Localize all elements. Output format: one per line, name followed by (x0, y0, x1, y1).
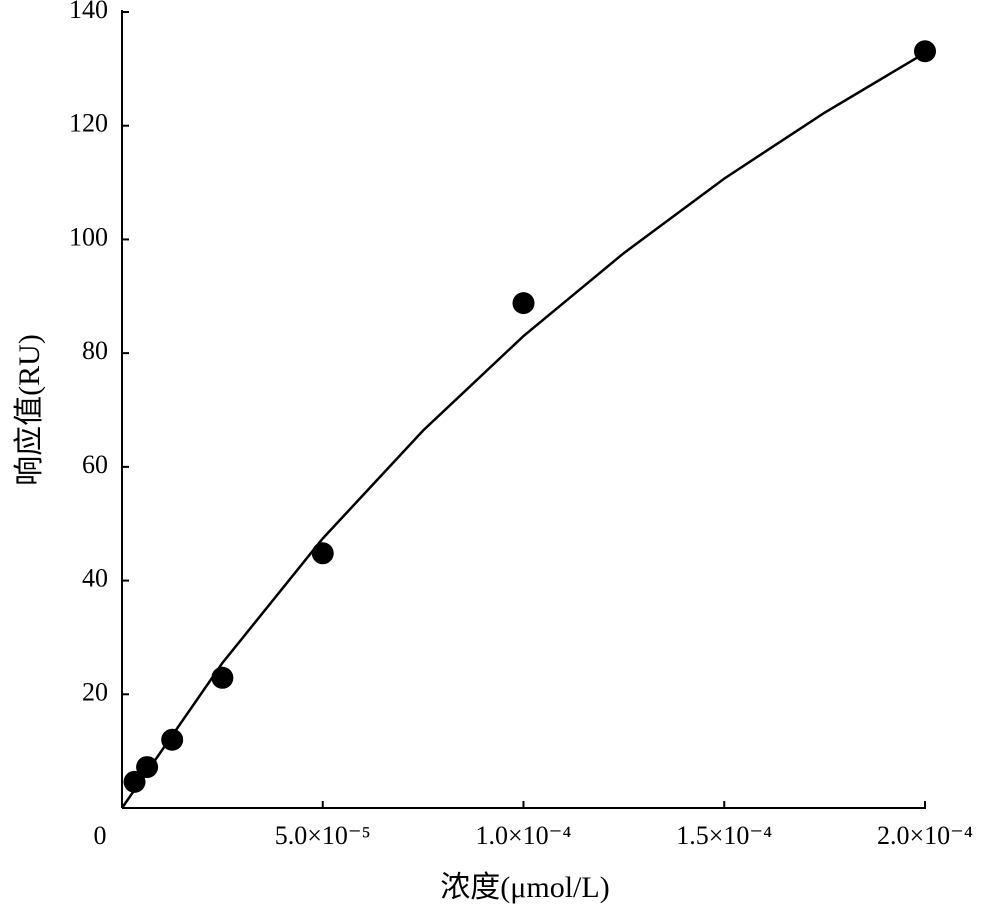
data-point (311, 542, 334, 565)
data-point (914, 40, 936, 63)
x-tick-label: 2.0×10⁻⁴ (877, 821, 973, 850)
data-point (123, 770, 146, 793)
x-axis-label: 浓度(μmol/L) (440, 871, 609, 904)
x-tick-label: 1.0×10⁻⁴ (476, 821, 572, 850)
y-tick-label: 80 (82, 336, 108, 365)
x-tick-label: 1.5×10⁻⁴ (676, 821, 772, 850)
y-tick-label: 120 (69, 109, 108, 138)
data-point (161, 728, 184, 751)
y-tick-label: 20 (82, 677, 108, 706)
y-axis-label: 响应值(RU) (13, 334, 46, 486)
fit-curve (120, 51, 926, 809)
y-tick-label: 60 (82, 450, 108, 479)
data-point (136, 756, 159, 779)
x-tick-label: 5.0×10⁻⁵ (275, 821, 371, 850)
x-tick-label: 0 (94, 821, 107, 850)
y-tick-label: 140 (69, 0, 108, 24)
data-point (211, 666, 234, 689)
y-tick-label: 40 (82, 564, 108, 593)
y-tick-label: 100 (69, 222, 108, 251)
data-point (512, 292, 535, 315)
